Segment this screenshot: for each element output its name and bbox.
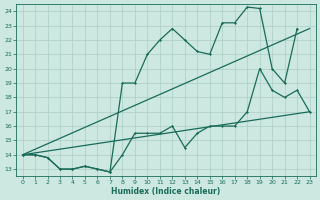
X-axis label: Humidex (Indice chaleur): Humidex (Indice chaleur) bbox=[111, 187, 221, 196]
